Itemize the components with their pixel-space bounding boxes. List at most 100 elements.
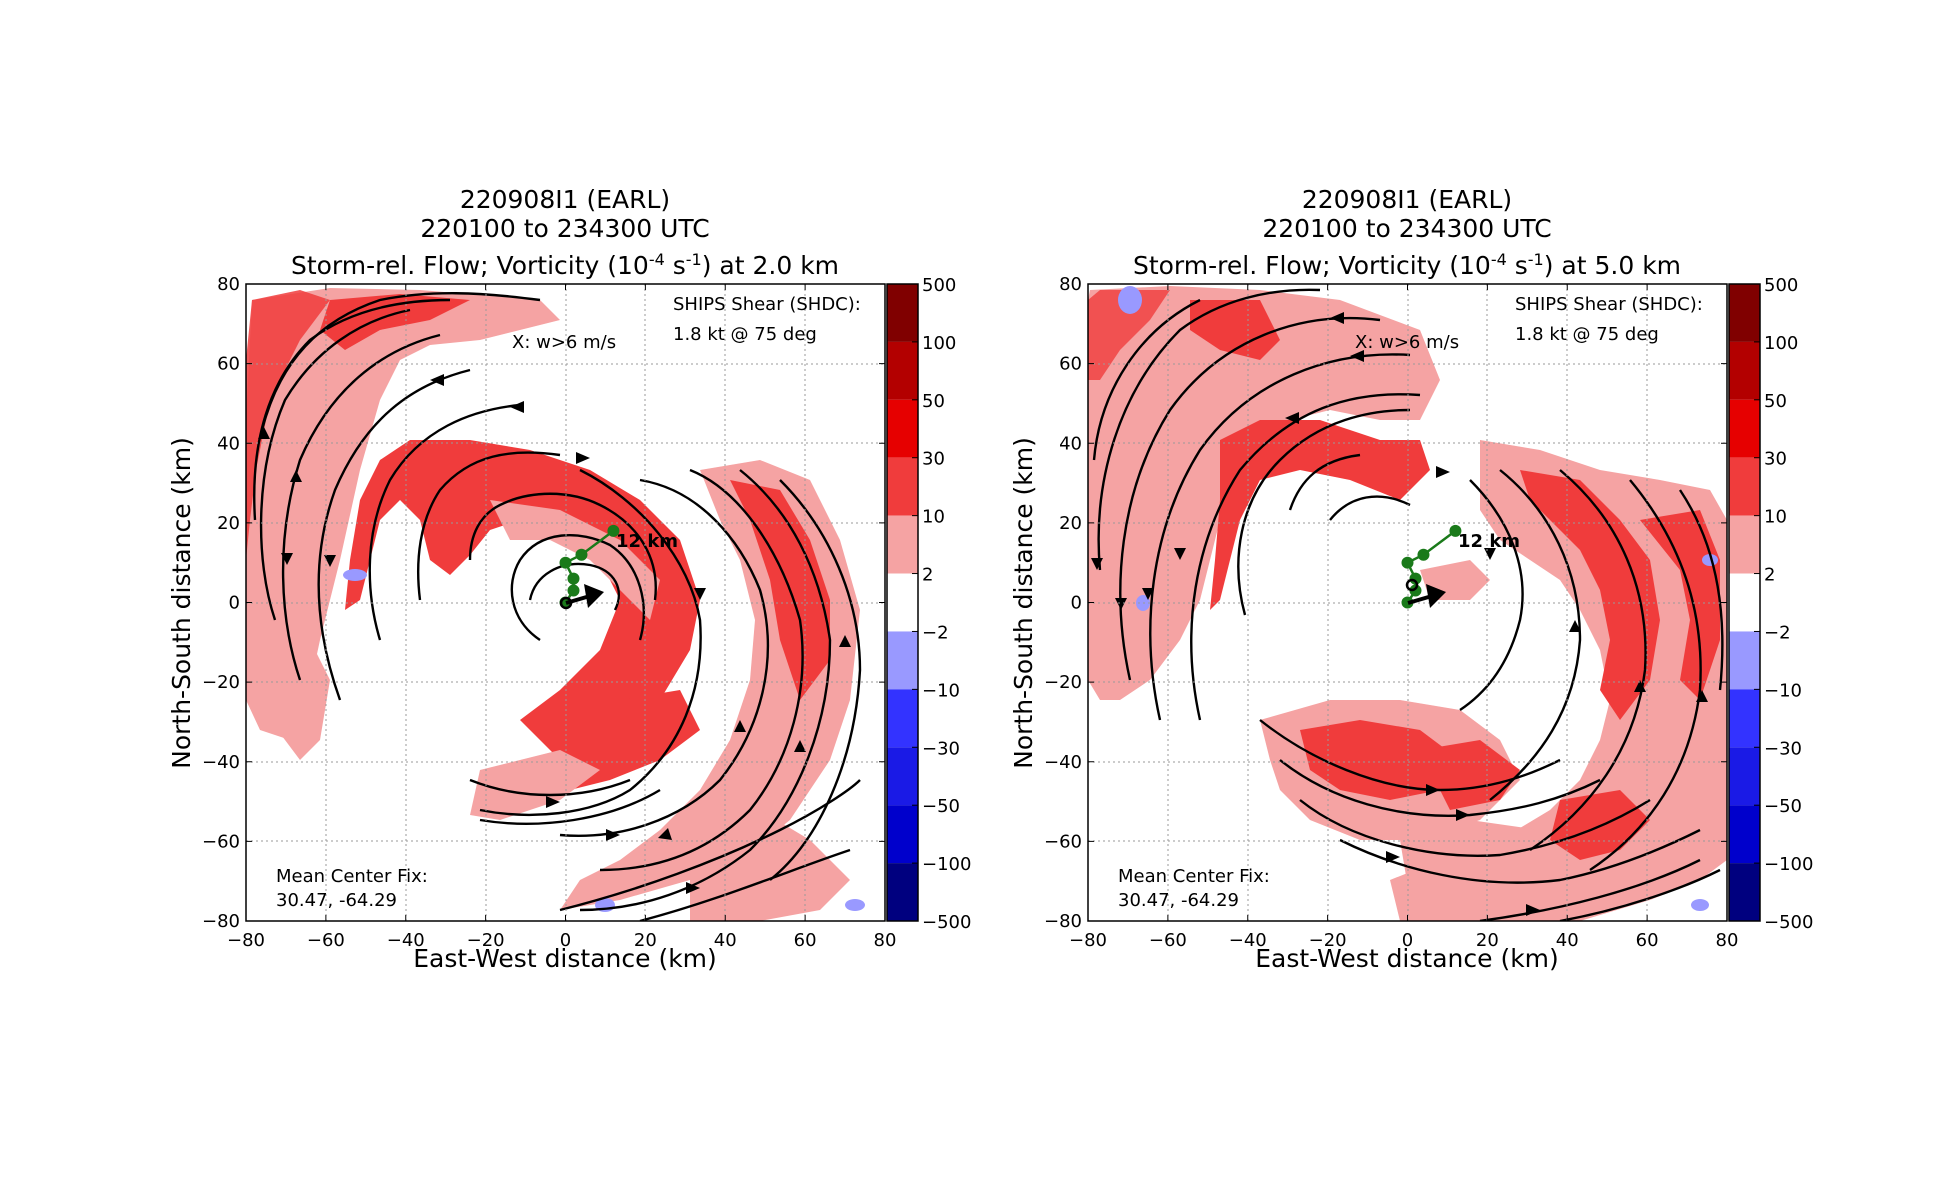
colorbar-band (887, 515, 918, 574)
left-title-line-1: 220908I1 (EARL) (460, 185, 670, 214)
colorbar-tick-label: 30 (922, 449, 945, 470)
colorbar-band (887, 457, 918, 516)
colorbar-tick-label: −2 (1764, 622, 1791, 643)
y-tick-label: 40 (1059, 433, 1082, 454)
colorbar-tick-label: −50 (1764, 796, 1802, 817)
colorbar-tick-label: −10 (1764, 680, 1802, 701)
colorbar-band (1729, 341, 1760, 400)
x-tick-label: −60 (1149, 930, 1187, 951)
colorbar-band (887, 399, 918, 458)
right-center-fix-line-2: 30.47, -64.29 (1118, 890, 1239, 911)
left-shear-line-2: 1.8 kt @ 75 deg (673, 324, 817, 345)
colorbar-band (887, 747, 918, 806)
right-storm-track (1401, 524, 1462, 609)
colorbar-band (1729, 515, 1760, 574)
track-point (1401, 596, 1414, 609)
right-center-marker (1405, 578, 1419, 592)
right-title-line-2: 220100 to 234300 UTC (1262, 214, 1551, 243)
y-tick-label: −20 (1044, 672, 1082, 693)
y-tick-label: 20 (1059, 513, 1082, 534)
left-shear-line-1: SHIPS Shear (SHDC): (673, 294, 861, 315)
x-tick-label: −80 (227, 930, 265, 951)
track-point (1417, 548, 1430, 561)
x-tick-label: −20 (1309, 930, 1347, 951)
colorbar-tick-label: 2 (1764, 565, 1775, 586)
colorbar-band (887, 863, 918, 921)
colorbar-band (887, 631, 918, 690)
y-tick-label: 40 (217, 433, 240, 454)
colorbar-tick-label: 50 (922, 391, 945, 412)
colorbar-band (1729, 399, 1760, 458)
x-tick-label: 20 (634, 930, 657, 951)
y-tick-label: −60 (1044, 831, 1082, 852)
colorbar-tick-label: −50 (922, 796, 960, 817)
left-x-axis-label: East-West distance (km) (413, 944, 717, 973)
left-y-axis-label: North-South distance (km) (167, 437, 196, 769)
colorbar-tick-label: 100 (1764, 333, 1798, 354)
y-tick-label: 60 (1059, 354, 1082, 375)
y-tick-label: 0 (1071, 593, 1082, 614)
track-point (1409, 572, 1422, 585)
right-center-fix-line-1: Mean Center Fix: (1118, 866, 1270, 887)
x-tick-label: 40 (1556, 930, 1579, 951)
y-tick-label: 20 (217, 513, 240, 534)
colorbar-tick-label: −500 (1764, 912, 1813, 933)
colorbar-tick-label: 2 (922, 565, 933, 586)
y-tick-label: −20 (202, 672, 240, 693)
colorbar-tick-label: 100 (922, 333, 956, 354)
x-tick-label: 80 (1716, 930, 1739, 951)
right-colorbar: 500 100 50 30 10 2 −2 −10 −30 −50 −100 −500 (1728, 275, 1813, 933)
left-w-note: X: w>6 m/s (512, 332, 616, 353)
colorbar-band (1729, 457, 1760, 516)
track-point (1409, 584, 1422, 597)
left-colorbar: 500 100 50 30 10 2 −2 −10 −30 −50 −100 −500 (886, 275, 971, 933)
track-point (575, 548, 588, 561)
x-tick-label: 40 (714, 930, 737, 951)
x-tick-label: 60 (1636, 930, 1659, 951)
y-tick-label: 0 (229, 593, 240, 614)
colorbar-frame (1728, 283, 1761, 922)
colorbar-band (1729, 747, 1760, 806)
left-panel: 220908I1 (EARL) 220100 to 234300 UTC Sto… (167, 185, 971, 973)
left-streamlines (253, 292, 862, 921)
colorbar-band (1729, 689, 1760, 748)
colorbar-band (1729, 284, 1760, 342)
colorbar-tick-label: −500 (922, 912, 971, 933)
colorbar-tick-label: −2 (922, 622, 949, 643)
right-title-line-3: Storm-rel. Flow; Vorticity (10-4 s-1) at… (1133, 250, 1681, 280)
track-point (559, 556, 572, 569)
track-point (567, 584, 580, 597)
colorbar-band (887, 805, 918, 864)
colorbar-tick-label: 500 (922, 275, 956, 296)
x-tick-label: −80 (1069, 930, 1107, 951)
left-grid (246, 284, 885, 921)
left-center-fix-line-1: Mean Center Fix: (276, 866, 428, 887)
right-grid (1088, 284, 1727, 921)
x-tick-label: −60 (307, 930, 345, 951)
left-title-line-2: 220100 to 234300 UTC (420, 214, 709, 243)
colorbar-band (887, 284, 918, 342)
track-point (607, 524, 620, 537)
track-point (567, 572, 580, 585)
x-tick-label: 20 (1476, 930, 1499, 951)
y-tick-label: −80 (1044, 911, 1082, 932)
colorbar-tick-label: −100 (922, 854, 971, 875)
right-x-axis-label: East-West distance (km) (1255, 944, 1559, 973)
right-shear-line-1: SHIPS Shear (SHDC): (1515, 294, 1703, 315)
colorbar-band (1729, 863, 1760, 921)
y-tick-label: 80 (1059, 274, 1082, 295)
left-tick-labels: −80 −60 −40 −20 0 20 40 60 80 −80 −60 −40 −20 0 20 40 60… (202, 274, 896, 951)
y-tick-label: −40 (1044, 752, 1082, 773)
right-shear-arrow (1407, 584, 1446, 608)
y-tick-label: −60 (202, 831, 240, 852)
track-point (1401, 556, 1414, 569)
colorbar-band (1729, 631, 1760, 690)
x-tick-label: 0 (1402, 930, 1413, 951)
left-center-fix-line-2: 30.47, -64.29 (276, 890, 397, 911)
x-tick-label: 80 (874, 930, 897, 951)
left-title-line-3: Storm-rel. Flow; Vorticity (10-4 s-1) at… (291, 250, 839, 280)
colorbar-band (887, 689, 918, 748)
colorbar-band (887, 573, 918, 632)
right-streamlines (1092, 288, 1724, 921)
colorbar-tick-label: 500 (1764, 275, 1798, 296)
